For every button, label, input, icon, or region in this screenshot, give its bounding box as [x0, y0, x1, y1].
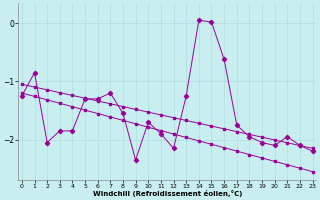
X-axis label: Windchill (Refroidissement éolien,°C): Windchill (Refroidissement éolien,°C): [92, 190, 242, 197]
